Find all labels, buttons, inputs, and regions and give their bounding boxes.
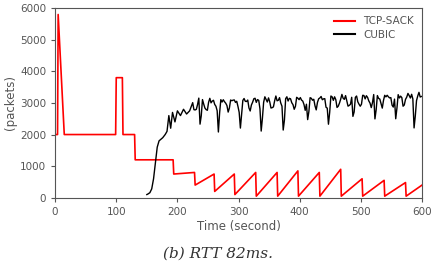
Line: CUBIC: CUBIC	[147, 92, 422, 195]
CUBIC	[284, 95, 290, 98]
CUBIC	[377, 98, 382, 101]
X-axis label: Time (second): Time (second)	[197, 220, 280, 232]
CUBIC	[392, 98, 397, 101]
TCP-SACK	[52, 133, 58, 136]
TCP-SACK	[339, 195, 344, 198]
CUBIC	[147, 191, 153, 194]
TCP-SACK	[193, 184, 198, 187]
TCP-SACK	[55, 13, 61, 16]
Legend: TCP-SACK, CUBIC: TCP-SACK, CUBIC	[330, 13, 417, 43]
TCP-SACK	[192, 171, 197, 174]
Text: (b) RTT 82ms.: (b) RTT 82ms.	[163, 247, 273, 261]
Line: TCP-SACK: TCP-SACK	[55, 14, 422, 196]
CUBIC	[419, 95, 424, 98]
TCP-SACK	[254, 195, 259, 198]
CUBIC	[217, 112, 222, 115]
TCP-SACK	[419, 184, 425, 187]
CUBIC	[416, 91, 422, 94]
TCP-SACK	[419, 184, 425, 187]
Y-axis label: (packets): (packets)	[4, 75, 17, 130]
TCP-SACK	[317, 195, 323, 198]
CUBIC	[144, 193, 150, 196]
CUBIC	[290, 103, 296, 106]
TCP-SACK	[150, 158, 156, 161]
